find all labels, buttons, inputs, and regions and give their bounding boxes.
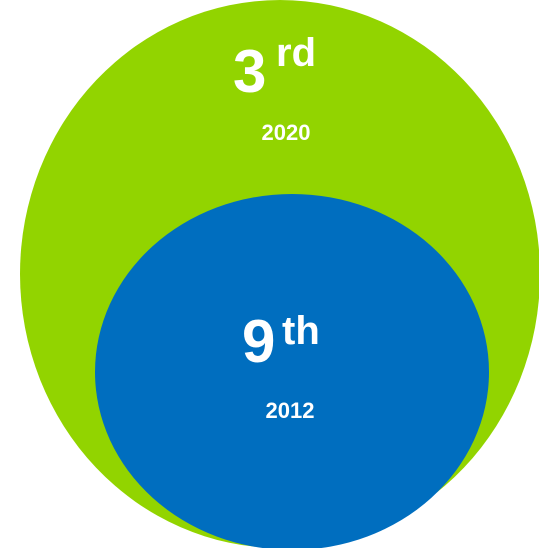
inner-rank-number: 9 — [242, 308, 275, 375]
inner-circle — [95, 194, 489, 548]
outer-rank-number: 3 — [233, 38, 266, 105]
outer-rank-suffix: rd — [276, 31, 316, 75]
inner-rank-suffix: th — [282, 309, 320, 353]
outer-year: 2020 — [262, 120, 311, 145]
inner-year: 2012 — [266, 398, 315, 423]
